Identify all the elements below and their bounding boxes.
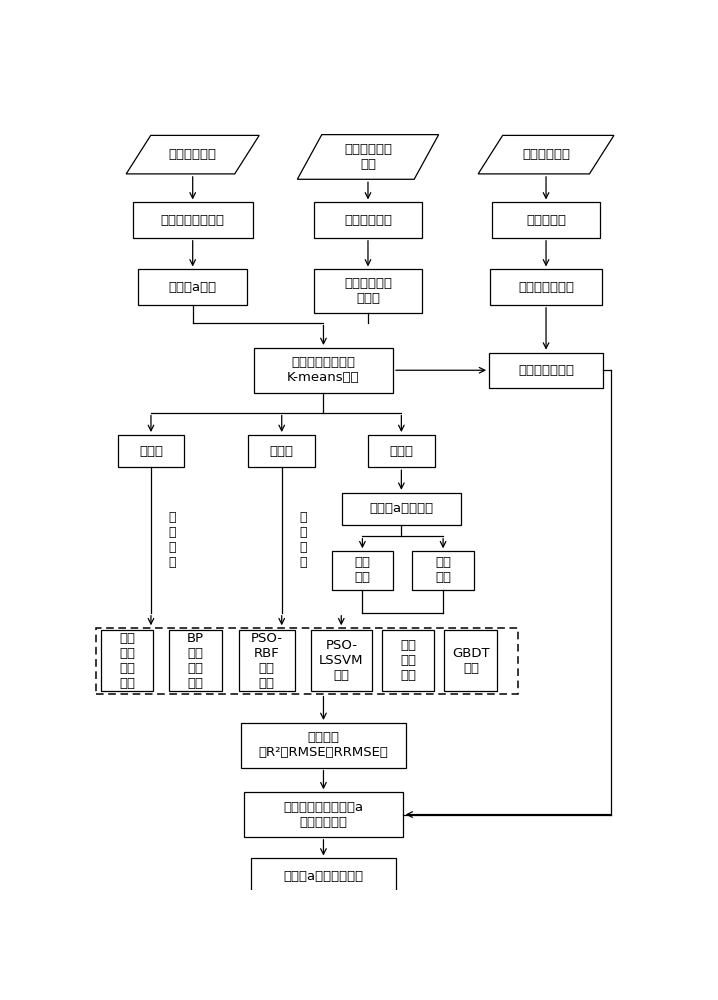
Bar	[241, 723, 406, 768]
Bar	[169, 630, 222, 691]
Text: 类型一: 类型一	[139, 445, 163, 458]
Bar	[490, 269, 602, 305]
Bar	[342, 493, 461, 525]
Polygon shape	[297, 135, 439, 179]
Bar	[96, 628, 518, 694]
Text: 遥感影像数据: 遥感影像数据	[522, 148, 570, 161]
Text: 叶绿素a敏感波段: 叶绿素a敏感波段	[369, 502, 434, 515]
Text: 类型二: 类型二	[270, 445, 294, 458]
Text: 影像预处理: 影像预处理	[526, 214, 566, 227]
Bar	[368, 435, 435, 467]
Bar	[118, 435, 185, 467]
Text: 精度评价
（R²、RMSE、RRMSE）: 精度评价 （R²、RMSE、RRMSE）	[258, 731, 388, 759]
Text: 水体组分浓度测量: 水体组分浓度测量	[161, 214, 225, 227]
Bar	[381, 630, 434, 691]
Text: 实测水体遥感
反射率: 实测水体遥感 反射率	[344, 277, 392, 305]
Bar	[492, 202, 600, 238]
Polygon shape	[126, 135, 259, 174]
Bar	[254, 348, 393, 393]
Bar	[311, 630, 372, 691]
Polygon shape	[478, 135, 614, 174]
Text: 随机
森林
模型: 随机 森林 模型	[400, 639, 416, 682]
Text: BP
神经
网络
模型: BP 神经 网络 模型	[187, 632, 204, 690]
Bar	[444, 630, 498, 691]
Text: 不同类型水体叶绿素a
最优反演模型: 不同类型水体叶绿素a 最优反演模型	[284, 801, 363, 829]
Bar	[412, 551, 474, 590]
Text: PSO-
LSSVM
模型: PSO- LSSVM 模型	[319, 639, 363, 682]
Bar	[489, 353, 603, 388]
Text: 光谱数据分析: 光谱数据分析	[344, 214, 392, 227]
Bar	[332, 551, 393, 590]
Text: 类型三: 类型三	[389, 445, 414, 458]
Bar	[239, 630, 294, 691]
Text: 光谱角匹配聚类: 光谱角匹配聚类	[518, 364, 574, 377]
Text: 多元
线性
回归
模型: 多元 线性 回归 模型	[119, 632, 135, 690]
Text: 同
类
型
三: 同 类 型 三	[168, 511, 176, 569]
Bar	[248, 435, 315, 467]
Text: 基于光谱角距离的
K-means聚类: 基于光谱角距离的 K-means聚类	[287, 356, 360, 384]
Text: 水体水质采样: 水体水质采样	[169, 148, 217, 161]
Text: 建模
数据: 建模 数据	[355, 556, 370, 584]
Text: GBDT
模型: GBDT 模型	[452, 647, 490, 675]
Bar	[101, 630, 154, 691]
Bar	[314, 202, 422, 238]
Bar	[133, 202, 253, 238]
Text: 同
类
型
三: 同 类 型 三	[299, 511, 307, 569]
Text: 叶绿素a浓度反演结果: 叶绿素a浓度反演结果	[284, 870, 363, 883]
Text: PSO-
RBF
网络
模型: PSO- RBF 网络 模型	[251, 632, 283, 690]
Bar	[139, 269, 247, 305]
Text: 水体光谱特征
测量: 水体光谱特征 测量	[344, 143, 392, 171]
Bar	[244, 792, 403, 837]
Text: 叶绿素a浓度: 叶绿素a浓度	[169, 281, 217, 294]
Bar	[314, 269, 422, 312]
Text: 遥感影像反射率: 遥感影像反射率	[518, 281, 574, 294]
Text: 验证
数据: 验证 数据	[435, 556, 451, 584]
Bar	[251, 858, 396, 894]
